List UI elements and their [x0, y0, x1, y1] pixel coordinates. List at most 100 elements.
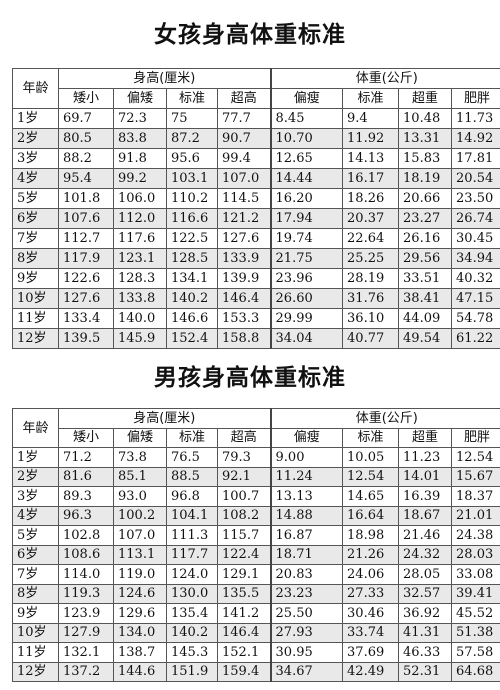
girls-table-row: 12岁 139.5 145.9 152.4 158.8 34.04 40.77 49.54 61… — [12, 328, 500, 349]
girls-weight-cell: 44.09 — [398, 308, 453, 329]
boys-table-row: 11岁 132.1 138.7 145.3 152.1 30.95 37.69 46.33 57… — [12, 642, 500, 663]
girls-table-row: 3岁 88.2 91.8 95.6 99.4 12.65 14.13 15.83 17.81 — [12, 148, 500, 169]
girls-table-row: 6岁 107.6 112.0 116.6 121.2 17.94 20.37 23.27 26.… — [12, 208, 500, 229]
boys-weight-cell: 11.23 — [398, 447, 453, 468]
boys-height-cell: 88.5 — [166, 466, 218, 487]
girls-weight-cell: 28.19 — [342, 268, 400, 289]
boys-weight-cell: 13.13 — [269, 486, 344, 507]
boys-weight-cell: 25.50 — [269, 603, 344, 624]
boys-height-cell: 151.9 — [166, 661, 218, 682]
girls-height-cell: 99.2 — [113, 168, 167, 189]
girls-height-cell: 87.2 — [166, 128, 218, 149]
boys-height-cell: 138.7 — [113, 642, 167, 663]
boys-weight-cell: 28.03 — [451, 544, 500, 565]
boys-weight-cell: 16.87 — [269, 525, 344, 546]
boys-height-cell: 76.5 — [166, 447, 218, 468]
girls-weight-cell: 36.10 — [342, 308, 400, 329]
boys-age-cell: 4岁 — [12, 505, 59, 526]
girls-title: 女孩身高体重标准 — [154, 22, 346, 48]
boys-height-cell: 89.3 — [58, 486, 114, 507]
girls-weight-cell: 47.15 — [451, 288, 500, 309]
boys-height-cell: 100.7 — [216, 486, 272, 507]
girls-weight-cell: 34.04 — [269, 328, 344, 349]
girls-height-cell: 153.3 — [216, 308, 272, 329]
girls-age-cell: 11岁 — [12, 308, 59, 329]
girls-height-cell: 152.4 — [166, 328, 218, 349]
girls-weight-cell: 19.74 — [269, 228, 344, 249]
boys-height-cell: 135.5 — [216, 583, 272, 604]
girls-weight-cell: 17.81 — [451, 148, 500, 169]
boys-weight-cell: 52.31 — [398, 661, 453, 682]
boys-subheader-row: 矮小 偏矮 标准 超高 偏瘦 标准 超重 肥胖 — [13, 427, 500, 448]
girls-height-cell: 117.6 — [113, 228, 167, 249]
girls-weight-cell: 20.66 — [398, 188, 453, 209]
girls-age-cell: 10岁 — [12, 288, 59, 309]
boys-weight-cell: 23.23 — [269, 583, 344, 604]
boys-height-cell: 124.0 — [166, 564, 218, 585]
boys-height-col-header: 偏矮 — [113, 427, 167, 448]
boys-weight-cell: 16.64 — [342, 505, 400, 526]
girls-age-cell: 8岁 — [12, 248, 59, 269]
girls-age-cell: 2岁 — [12, 128, 59, 149]
boys-height-col-header: 超高 — [216, 427, 272, 448]
girls-weight-cell: 22.64 — [342, 228, 400, 249]
boys-table-row: 12岁 137.2 144.6 151.9 159.4 34.67 42.49 52.31 64… — [12, 661, 500, 682]
boys-weight-cell: 30.95 — [269, 642, 344, 663]
girls-weight-cell: 26.74 — [451, 208, 500, 229]
boys-age-cell: 1岁 — [12, 447, 59, 468]
boys-weight-cell: 14.88 — [269, 505, 344, 526]
girls-weight-col-header: 肥胖 — [451, 88, 500, 109]
boys-weight-cell: 12.54 — [451, 447, 500, 468]
girls-height-cell: 127.6 — [216, 228, 272, 249]
boys-weight-cell: 21.26 — [342, 544, 400, 565]
boys-weight-cell: 27.33 — [342, 583, 400, 604]
boys-title: 男孩身高体重标准 — [154, 365, 346, 391]
boys-height-cell: 96.8 — [166, 486, 218, 507]
girls-age-cell: 4岁 — [12, 168, 59, 189]
boys-height-cell: 71.2 — [58, 447, 114, 468]
girls-height-cell: 133.8 — [113, 288, 167, 309]
boys-height-header: 身高(厘米) — [57, 408, 272, 429]
boys-height-cell: 115.7 — [216, 525, 272, 546]
girls-height-cell: 140.2 — [166, 288, 218, 309]
girls-weight-cell: 54.78 — [451, 308, 500, 329]
girls-weight-cell: 15.83 — [398, 148, 453, 169]
boys-height-cell: 117.7 — [166, 544, 218, 565]
boys-age-cell: 8岁 — [12, 583, 59, 604]
boys-table-row: 1岁 71.2 73.8 76.5 79.3 9.00 10.05 11.23 12.54 — [12, 447, 500, 468]
girls-height-cell: 133.4 — [58, 308, 114, 329]
boys-weight-cell: 32.57 — [398, 583, 453, 604]
boys-height-cell: 79.3 — [216, 447, 272, 468]
girls-weight-cell: 38.41 — [398, 288, 453, 309]
boys-height-cell: 104.1 — [166, 505, 218, 526]
boys-height-cell: 152.1 — [216, 642, 272, 663]
boys-height-cell: 102.8 — [58, 525, 114, 546]
girls-weight-cell: 16.20 — [269, 188, 344, 209]
boys-table-row: 2岁 81.6 85.1 88.5 92.1 11.24 12.54 14.01 15.67 — [12, 466, 500, 487]
boys-height-cell: 134.0 — [113, 622, 167, 643]
girls-table-row: 2岁 80.5 83.8 87.2 90.7 10.70 11.92 13.31 14.92 — [12, 128, 500, 149]
girls-table-row: 9岁 122.6 128.3 134.1 139.9 23.96 28.19 33.51 40.… — [12, 268, 500, 289]
boys-height-cell: 130.0 — [166, 583, 218, 604]
girls-height-cell: 128.3 — [113, 268, 167, 289]
girls-height-cell: 75 — [166, 108, 218, 129]
boys-height-col-header: 矮小 — [58, 427, 114, 448]
girls-height-header: 身高(厘米) — [57, 68, 272, 89]
boys-weight-cell: 16.39 — [398, 486, 453, 507]
girls-weight-cell: 30.45 — [451, 228, 500, 249]
boys-weight-cell: 28.05 — [398, 564, 453, 585]
boys-height-cell: 119.3 — [58, 583, 114, 604]
girls-height-col-header: 偏矮 — [113, 88, 167, 109]
girls-height-cell: 95.4 — [58, 168, 114, 189]
boys-weight-cell: 33.08 — [451, 564, 500, 585]
boys-height-cell: 123.9 — [58, 603, 114, 624]
girls-height-cell: 77.7 — [216, 108, 272, 129]
girls-weight-cell: 29.99 — [269, 308, 344, 329]
girls-age-cell: 6岁 — [12, 208, 59, 229]
girls-weight-header: 体重(公斤) — [269, 68, 500, 89]
boys-weight-cell: 14.01 — [398, 466, 453, 487]
girls-weight-cell: 20.37 — [342, 208, 400, 229]
girls-weight-cell: 11.92 — [342, 128, 400, 149]
girls-height-cell: 139.9 — [216, 268, 272, 289]
girls-height-cell: 112.7 — [58, 228, 114, 249]
